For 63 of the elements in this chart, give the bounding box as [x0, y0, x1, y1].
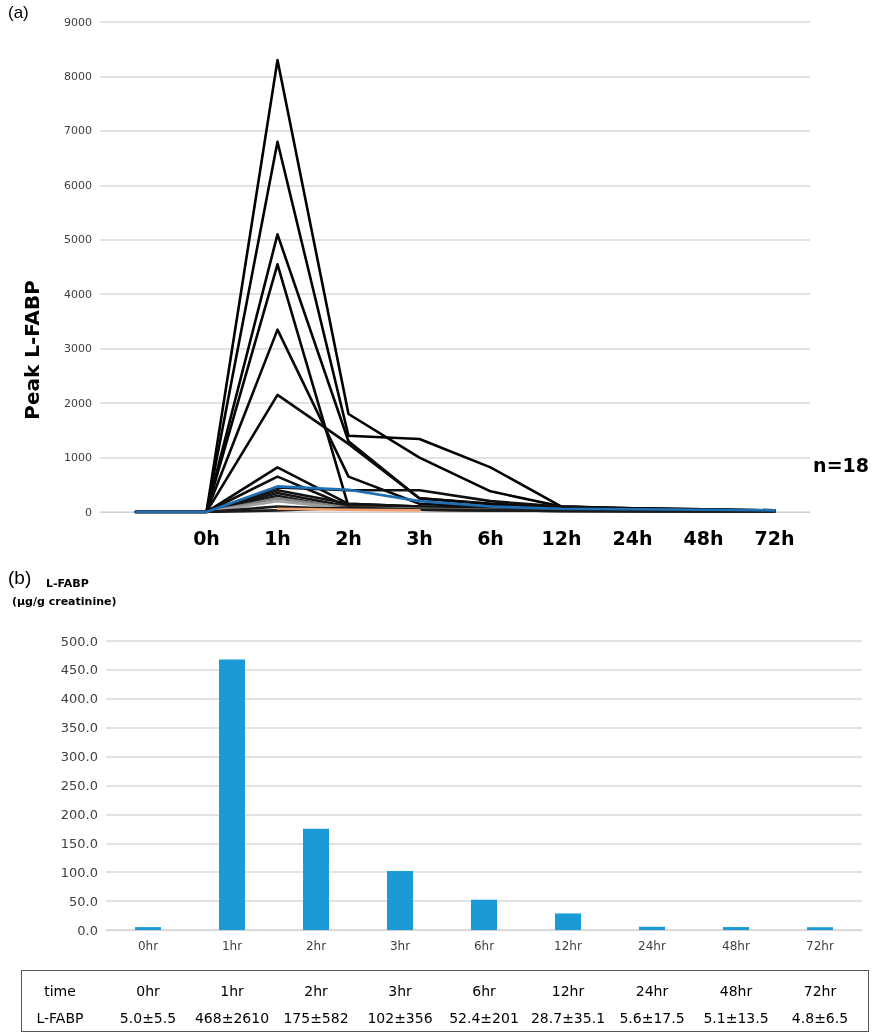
y-tick-label: 300.0 — [60, 749, 98, 765]
y-tick-label: 6000 — [64, 178, 92, 192]
x-tick-label: 48h — [683, 526, 724, 549]
text: time — [44, 983, 76, 999]
x-tick-label: 12h — [541, 526, 582, 549]
y-tick-label: 8000 — [64, 69, 92, 83]
x-tick-label: 24hr — [638, 939, 666, 953]
data-label: 5.1±13.5 — [703, 1010, 769, 1026]
y-tick-label: 0.0 — [77, 922, 98, 938]
x-tick-label: 0hr — [137, 939, 159, 953]
category-label: 1hr — [220, 983, 244, 999]
x-tick-label: 24h — [612, 526, 653, 549]
category-label: 2hr — [304, 983, 328, 999]
y-tick-label: 3000 — [64, 342, 92, 356]
x-tick-label: 12hr — [554, 939, 582, 953]
y-tick-label: 250.0 — [60, 778, 98, 793]
data-label: 5.0±5.5 — [119, 1010, 177, 1026]
x-tick-label: 72h — [754, 526, 795, 549]
y-tick-label: 400.0 — [60, 691, 98, 707]
y-tick-label: 500.0 — [60, 633, 98, 649]
text: L-FABP — [36, 1010, 84, 1026]
data-label: 5.6±17.5 — [619, 1010, 685, 1026]
data-label: 468±2610 — [194, 1010, 270, 1026]
data-label: 52.4±201 — [449, 1010, 519, 1026]
data-label: 4.8±6.5 — [791, 1010, 849, 1026]
category-label: 12hr — [551, 983, 585, 999]
x-tick-label: 0h — [193, 526, 220, 549]
y-tick-label: 2000 — [64, 396, 92, 410]
y-tick-label: 450.0 — [60, 662, 98, 678]
y-tick-label: 50.0 — [69, 893, 98, 909]
y-tick-label: 5000 — [64, 233, 92, 247]
data-label: 102±356 — [367, 1010, 433, 1026]
y-tick-label: 7000 — [64, 124, 92, 138]
category-label: 48hr — [719, 983, 753, 999]
category-label: 72hr — [803, 983, 837, 999]
y-axis-title: Peak L-FABP — [20, 279, 44, 420]
data-label: 175±582 — [283, 1010, 349, 1026]
category-label: 6hr — [472, 983, 496, 999]
y-tick-label: 100.0 — [60, 864, 98, 880]
y-tick-label: 4000 — [64, 287, 92, 301]
chart-title: (a) — [8, 3, 29, 22]
y-tick-label: 350.0 — [60, 720, 98, 736]
chart-title: (b) — [8, 567, 32, 588]
y-tick-label: 150.0 — [60, 835, 98, 851]
y-tick-label: 1000 — [64, 451, 92, 465]
category-label: 0hr — [136, 983, 160, 999]
x-tick-label: 2h — [335, 526, 362, 549]
x-tick-label: 1h — [264, 526, 291, 549]
y-tick-label: 200.0 — [60, 806, 98, 822]
x-tick-label: 3h — [406, 526, 433, 549]
y-tick-label: 9000 — [64, 15, 92, 29]
category-label: 3hr — [388, 983, 412, 999]
x-tick-label: 6h — [477, 526, 504, 549]
y-tick-label: 0 — [85, 505, 92, 519]
x-tick-label: 3hr — [389, 939, 411, 953]
x-tick-label: 2hr — [305, 939, 327, 953]
x-tick-label: 1hr — [221, 939, 243, 953]
category-label: 24hr — [635, 983, 669, 999]
x-tick-label: 72hr — [806, 939, 834, 953]
data-label: 28.7±35.1 — [530, 1010, 606, 1026]
x-tick-label: 6hr — [473, 939, 495, 953]
text: n=18 — [813, 453, 869, 476]
x-tick-label: 48hr — [722, 939, 750, 953]
